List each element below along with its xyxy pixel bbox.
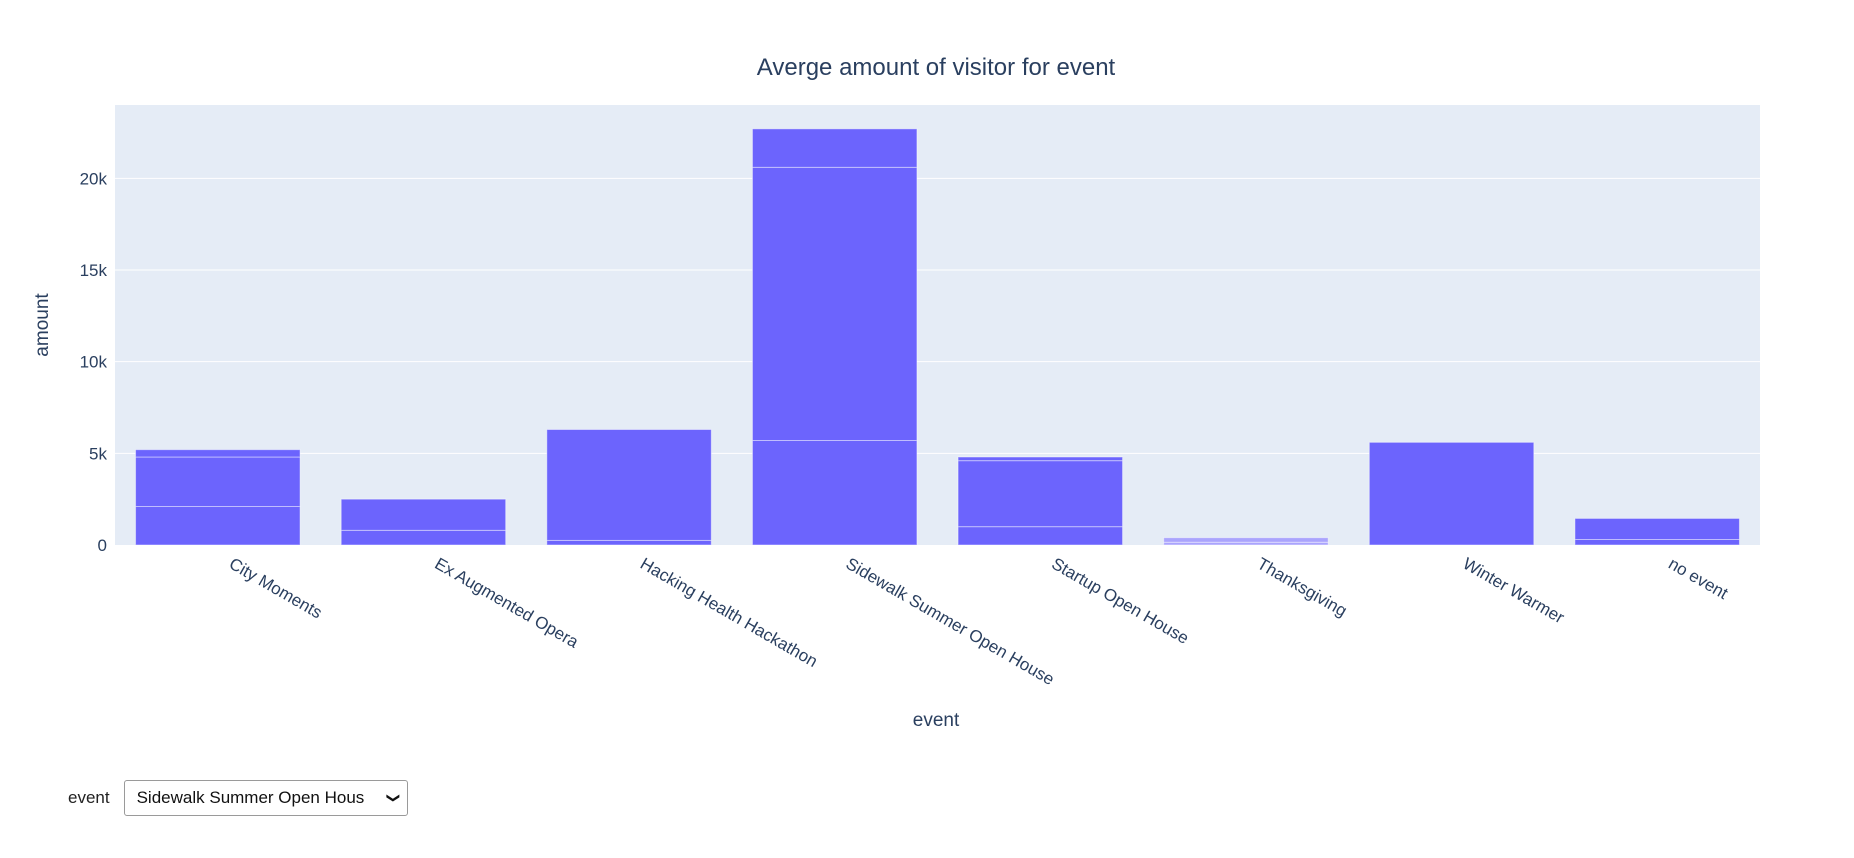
bar-segment[interactable] xyxy=(751,128,918,168)
bar[interactable] xyxy=(135,449,301,546)
chart-title: Averge amount of visitor for event xyxy=(757,54,1116,81)
event-filter-label: event xyxy=(68,788,110,807)
bar[interactable] xyxy=(1574,517,1740,546)
y-tick-label: 10k xyxy=(80,353,108,372)
y-tick-label: 0 xyxy=(98,536,107,555)
bar[interactable] xyxy=(1368,441,1535,546)
bar[interactable] xyxy=(751,128,918,546)
bar-segment[interactable] xyxy=(957,526,1124,546)
bar-segment[interactable] xyxy=(135,506,301,546)
bar-segment[interactable] xyxy=(1574,539,1740,546)
bar-chart: Averge amount of visitor for event 0 5k 10… xyxy=(32,54,1760,731)
chevron-down-icon: ❯ xyxy=(386,792,402,804)
bar-segment[interactable] xyxy=(546,429,712,541)
x-tick-label: no event xyxy=(1665,554,1731,603)
bar-segment[interactable] xyxy=(1368,441,1535,546)
bar-segment[interactable] xyxy=(751,166,918,441)
bar-segment[interactable] xyxy=(957,456,1124,462)
bar-segment[interactable] xyxy=(340,498,507,531)
x-tick-label: Sidewalk Summer Open House xyxy=(843,554,1058,689)
x-tick-label: Winter Warmer xyxy=(1460,554,1568,627)
x-axis-title: event xyxy=(913,710,960,731)
x-axis-ticks: City Moments Ex Augmented Opera Hacking He… xyxy=(226,554,1732,689)
x-tick-label: Startup Open House xyxy=(1048,554,1192,648)
bar-segment[interactable] xyxy=(546,539,712,546)
bars[interactable] xyxy=(135,128,1740,546)
event-select[interactable]: Sidewalk Summer Open Hous ❯ xyxy=(123,780,408,816)
y-tick-label: 20k xyxy=(80,169,108,188)
y-tick-label: 5k xyxy=(89,444,107,463)
bar[interactable] xyxy=(1163,537,1329,546)
x-tick-label: Ex Augmented Opera xyxy=(431,554,582,652)
x-tick-label: Hacking Health Hackathon xyxy=(637,554,821,671)
bar-segment[interactable] xyxy=(957,460,1124,528)
x-tick-label: Thanksgiving xyxy=(1254,554,1350,621)
event-select-value: Sidewalk Summer Open Hous xyxy=(136,788,365,807)
bar-segment[interactable] xyxy=(751,440,918,546)
bar[interactable] xyxy=(957,456,1124,546)
x-tick-label: City Moments xyxy=(226,554,325,622)
bar-segment[interactable] xyxy=(135,456,301,507)
event-filter: event Sidewalk Summer Open Hous ❯ xyxy=(68,780,408,816)
bar-segment[interactable] xyxy=(1163,537,1329,543)
bar[interactable] xyxy=(340,498,507,546)
y-axis-ticks: 0 5k 10k 15k 20k xyxy=(80,169,108,555)
bar[interactable] xyxy=(546,429,712,546)
bar-segment[interactable] xyxy=(135,449,301,458)
y-axis-title: amount xyxy=(32,293,53,357)
y-tick-label: 15k xyxy=(80,261,108,280)
bar-segment[interactable] xyxy=(340,529,507,546)
bar-segment[interactable] xyxy=(1574,517,1740,541)
